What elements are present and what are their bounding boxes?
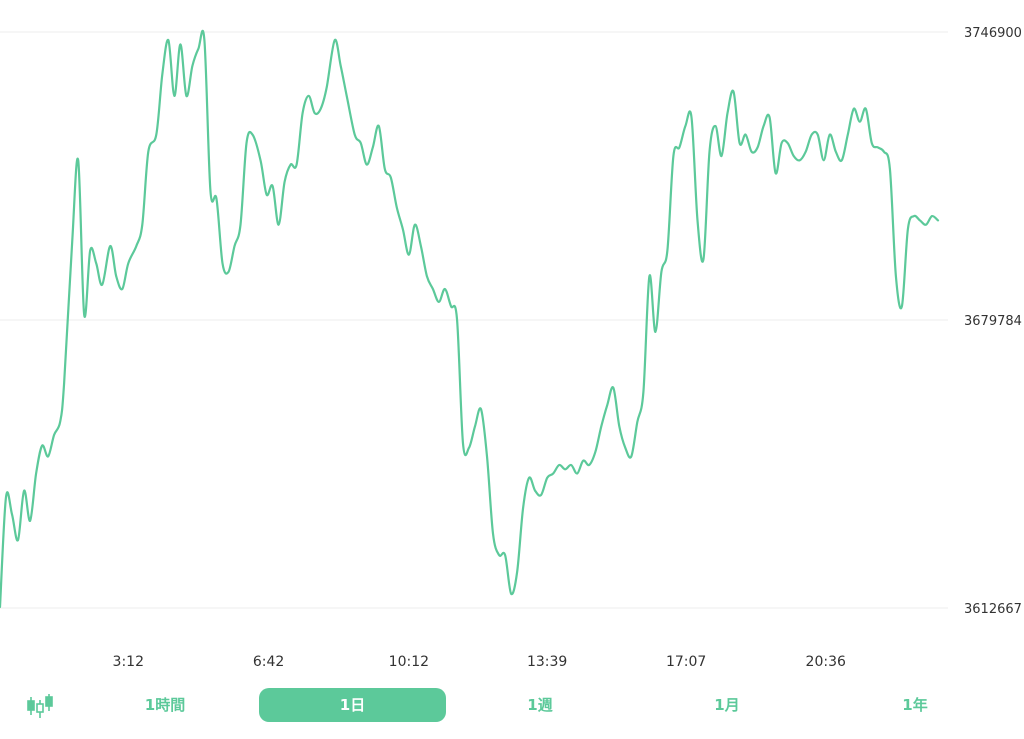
x-tick-label: 10:12 — [389, 654, 429, 670]
candlestick-icon[interactable] — [24, 691, 56, 721]
x-tick-label: 17:07 — [666, 654, 706, 670]
timeframe-1h-button[interactable]: 1時間 — [144, 696, 186, 714]
timeframe-1y-button[interactable]: 1年 — [902, 696, 928, 714]
timeframe-1w-button[interactable]: 1週 — [527, 696, 553, 714]
timeframe-1d-button[interactable]: 1日 — [259, 688, 446, 722]
x-axis-tick-labels: 3:12 6:42 10:12 13:39 17:07 20:36 — [113, 654, 846, 670]
x-tick-label: 13:39 — [527, 654, 567, 670]
x-tick-label: 20:36 — [806, 654, 846, 670]
y-tick-label: 3612667 — [964, 602, 1022, 617]
price-series-line — [0, 29, 940, 609]
x-tick-label: 6:42 — [253, 654, 284, 670]
x-tick-label: 3:12 — [113, 654, 144, 670]
y-tick-label: 3746900 — [964, 26, 1022, 41]
timeframe-1m-button[interactable]: 1月 — [714, 696, 740, 714]
y-tick-label: 3679784 — [964, 314, 1022, 329]
timeframe-selector: 1時間 1日 1週 1月 1年 — [0, 682, 1024, 730]
price-line-chart[interactable]: 3746900 3679784 3612667 3:12 6:42 10:12 13:39… — [0, 0, 1024, 680]
y-axis-tick-labels: 3746900 3679784 3612667 — [964, 26, 1022, 617]
grid-lines — [0, 31, 948, 609]
